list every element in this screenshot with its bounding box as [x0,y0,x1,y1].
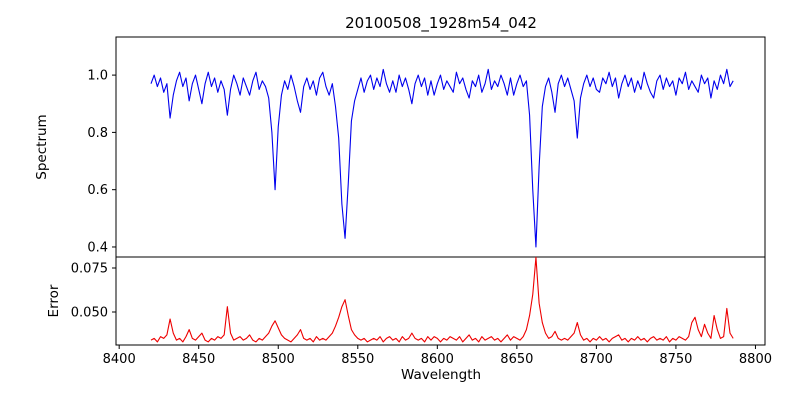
x-tick-label: 8400 [103,352,136,367]
x-tick-label: 8450 [182,352,215,367]
error-axes-box [115,256,766,346]
error-y-axis-label: Error [46,284,62,317]
error-line [150,256,734,343]
spectrum-y-tick-label: 0.8 [87,126,108,141]
x-tick-label: 8600 [421,352,454,367]
spectrum-y-tick-label: 1.0 [87,69,108,84]
x-tick-label: 8750 [659,352,692,367]
error-y-tick-label: 0.075 [71,262,108,277]
spectrum-y-tick-label: 0.6 [87,183,108,198]
x-tick-label: 8700 [580,352,613,367]
x-tick-label: 8800 [739,352,772,367]
spectrum-axes-box [115,36,766,258]
chart-plot-area: 0.4 0.6 0.8 1.0 0.050 0.075 8400 8450 8500 8550 86… [71,36,772,367]
spectrum-y-tick-label: 0.4 [87,240,108,255]
x-tick-label: 8550 [341,352,374,367]
spectrum-line [150,68,734,248]
spectrum-y-axis-label: Spectrum [34,114,50,179]
x-tick-label: 8500 [262,352,295,367]
chart-title: 20100508_1928m54_042 [345,14,537,33]
x-axis-label: Wavelength [401,367,481,383]
x-tick-label: 8650 [500,352,533,367]
error-y-tick-label: 0.050 [71,306,108,321]
